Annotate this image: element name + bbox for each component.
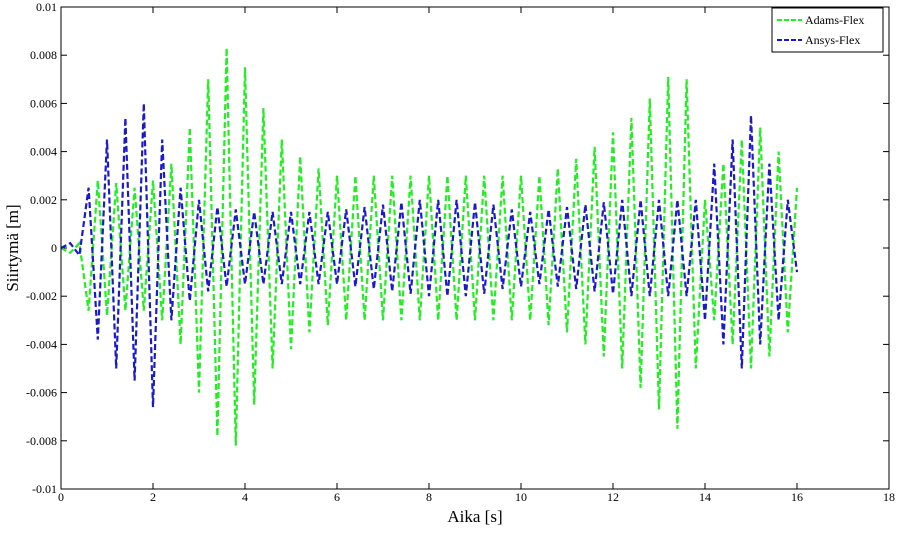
- y-axis-title: Siirtymä [m]: [3, 204, 22, 291]
- x-tick-label: 6: [334, 490, 340, 504]
- plot-area: [61, 7, 889, 489]
- y-tick-label: -0.002: [26, 289, 57, 303]
- legend-box: [771, 7, 884, 53]
- y-tick-label: -0.006: [26, 386, 57, 400]
- y-tick-label: 0.004: [30, 145, 57, 159]
- x-tick-label: 0: [58, 490, 64, 504]
- legend-label: Adams-Flex: [805, 13, 864, 27]
- x-tick-label: 4: [242, 490, 248, 504]
- y-tick-label: 0.002: [30, 193, 57, 207]
- y-tick-label: -0.01: [32, 482, 57, 496]
- x-tick-label: 18: [883, 490, 895, 504]
- y-tick-label: -0.008: [26, 434, 57, 448]
- x-axis-title: Aika [s]: [447, 507, 502, 526]
- plot-frame: [60, 6, 890, 490]
- x-tick-label: 2: [150, 490, 156, 504]
- legend-label: Ansys-Flex: [805, 33, 860, 47]
- y-tick-label: -0.004: [26, 337, 57, 351]
- y-tick-label: 0.01: [36, 0, 57, 14]
- series-line: [60, 103, 799, 408]
- series-line: [60, 47, 799, 446]
- y-tick-label: 0.008: [30, 48, 57, 62]
- y-tick-label: 0: [51, 241, 57, 255]
- x-tick-label: 12: [607, 490, 619, 504]
- y-tick-label: 0.006: [30, 96, 57, 110]
- x-tick-label: 14: [699, 490, 711, 504]
- x-tick-label: 16: [791, 490, 803, 504]
- x-tick-label: 10: [515, 490, 527, 504]
- x-tick-label: 8: [426, 490, 432, 504]
